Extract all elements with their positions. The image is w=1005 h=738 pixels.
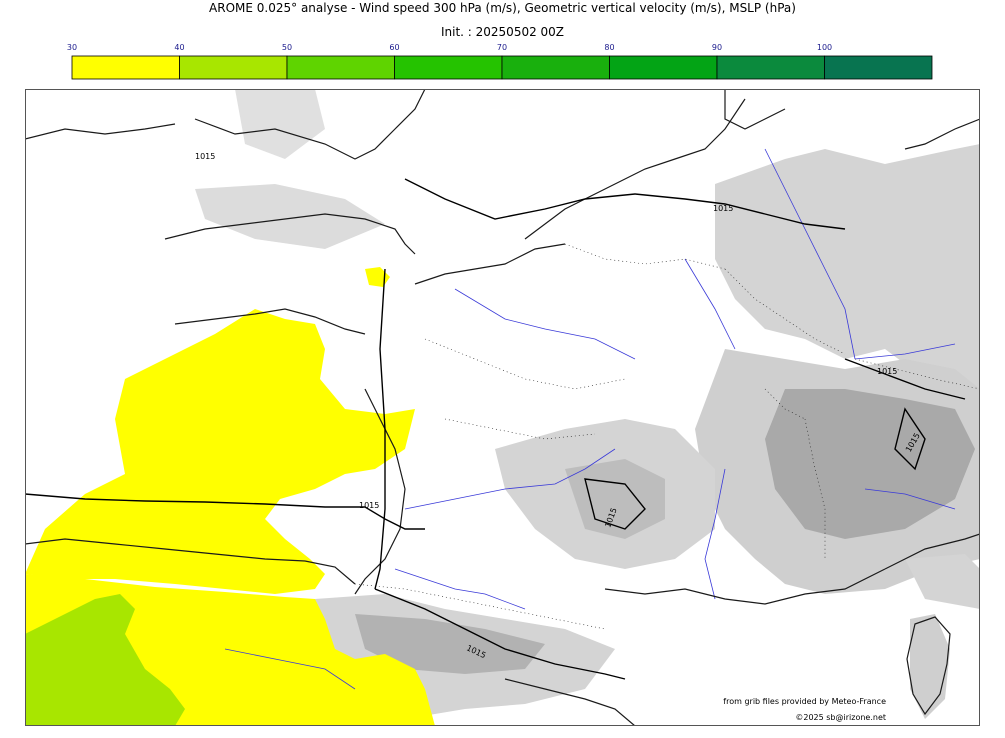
river-ebro xyxy=(224,648,356,690)
country-borders xyxy=(354,243,980,630)
weather-map: 1015 1015 1015 1015 1015 1015 1015 xyxy=(25,89,980,726)
isobar-1015-south xyxy=(374,588,626,680)
coastlines xyxy=(25,89,980,726)
isobar-label: 1015 xyxy=(713,204,733,213)
map-title: AROME 0.025° analyse - Wind speed 300 hP… xyxy=(209,1,796,15)
isobar-label: 1015 xyxy=(195,152,215,161)
border-fr-ch xyxy=(764,388,806,420)
colorbar-tick-label: 60 xyxy=(389,43,399,52)
isobar-1015-massif xyxy=(584,478,646,530)
coast-baltic xyxy=(724,89,786,130)
river-loire xyxy=(404,448,616,510)
vv-shade-sardinia-north xyxy=(905,554,980,609)
wind-30-40-biscay xyxy=(25,309,415,594)
isobar-1015-central xyxy=(374,268,386,590)
river-danube xyxy=(854,343,956,360)
source-credit: from grib files provided by Meteo-France xyxy=(723,697,886,706)
colorbar-segment xyxy=(824,55,933,80)
coast-britain-south xyxy=(194,89,426,160)
vv-shade-alps-dark xyxy=(765,389,975,539)
wind-30-40-catalonia xyxy=(325,654,435,726)
colorbar: 30 40 50 60 70 80 90 100 xyxy=(67,43,933,80)
wind-speed-fills xyxy=(25,267,435,726)
isobar-1015-italy xyxy=(894,407,926,471)
border-fr-be xyxy=(564,243,726,270)
colorbar-segment xyxy=(609,55,718,80)
vv-shade-britain-north xyxy=(235,89,325,159)
isobar-1015-north xyxy=(404,178,846,230)
colorbar-segment xyxy=(716,55,825,80)
colorbar-tick-label: 80 xyxy=(604,43,614,52)
colorbar-tick-label: 90 xyxy=(712,43,722,52)
coast-england-channel xyxy=(164,213,416,255)
river-rhine xyxy=(764,148,856,360)
coast-france-west xyxy=(354,388,406,595)
copyright-credit: ©2025 sb@irizone.net xyxy=(795,713,886,722)
coast-france-north xyxy=(414,243,566,285)
colorbar-tick-label: 100 xyxy=(817,43,832,52)
colorbar-segment xyxy=(286,55,395,80)
colorbar-tick-label: 70 xyxy=(497,43,507,52)
border-fr-de xyxy=(724,268,846,355)
river-meuse xyxy=(684,258,736,350)
coast-brittany xyxy=(174,308,366,335)
colorbar-tick-label: 40 xyxy=(174,43,184,52)
colorbar-tick-label: 30 xyxy=(67,43,77,52)
wind-40-50-nw-iberia xyxy=(25,594,185,726)
colorbar-segment xyxy=(394,55,503,80)
river-po xyxy=(864,488,956,510)
river-garonne xyxy=(394,568,526,610)
vv-shade-pyrenees-dark xyxy=(355,614,545,674)
isobar-1015-alps xyxy=(844,358,966,400)
border-de-at xyxy=(854,358,980,390)
coast-med-france xyxy=(604,568,886,605)
coast-netherlands xyxy=(524,98,746,240)
isobar-label: 1015 xyxy=(359,501,379,510)
river-seine xyxy=(454,288,636,360)
colorbar-segment xyxy=(71,55,180,80)
vv-shade-germany xyxy=(715,144,980,389)
coast-wales-ireland xyxy=(25,123,176,140)
river-rhone xyxy=(704,468,726,600)
colorbar-segment xyxy=(179,55,288,80)
isobars xyxy=(25,178,966,680)
coast-corsica xyxy=(906,616,951,716)
coast-spain-north xyxy=(25,538,356,585)
vv-shade-britain-south xyxy=(195,184,385,249)
colorbar-tick-label: 50 xyxy=(282,43,292,52)
coast-italy-north xyxy=(884,533,980,570)
map-frame xyxy=(25,89,980,726)
coast-catalonia xyxy=(504,678,636,726)
init-time-label: Init. : 20250502 00Z xyxy=(440,25,565,39)
colorbar-segment xyxy=(501,55,610,80)
coast-denmark xyxy=(904,118,980,150)
rivers xyxy=(224,148,956,690)
isobar-label: 1015 xyxy=(877,367,897,376)
border-interior-2 xyxy=(444,418,596,440)
isobar-1015-west xyxy=(25,493,425,530)
